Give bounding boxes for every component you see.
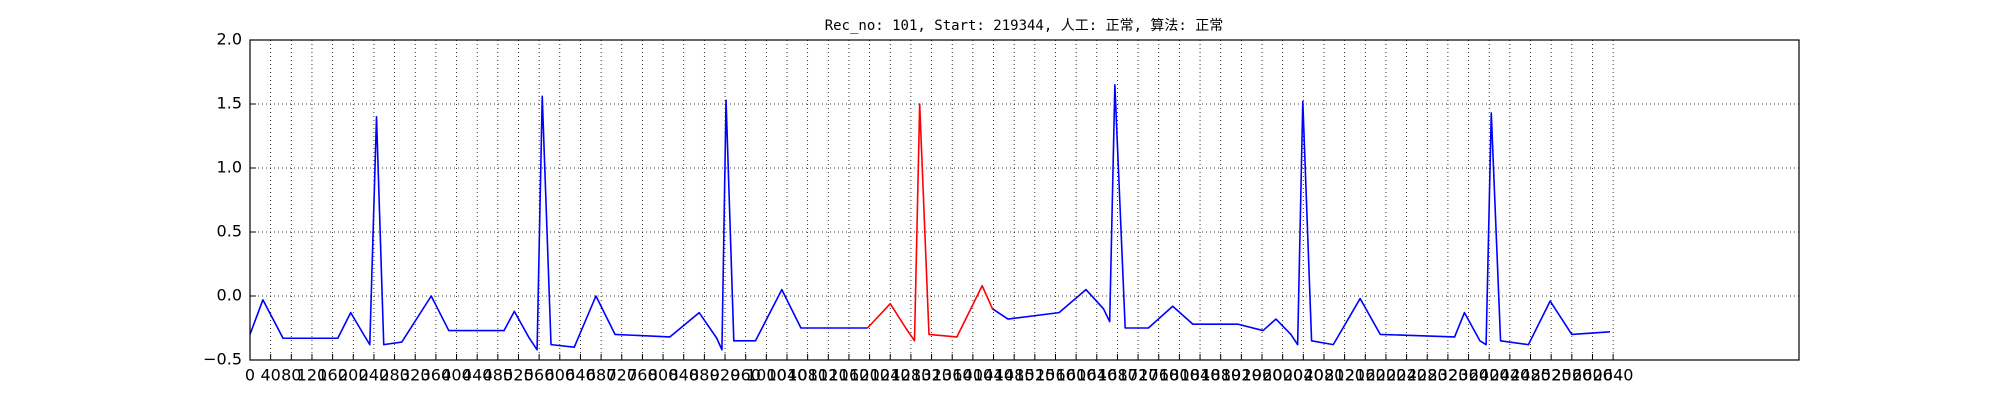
x-tick-label: 2520 bbox=[1531, 366, 1572, 385]
x-tick-label: 2560 bbox=[1551, 366, 1592, 385]
x-tick-label: 1840 bbox=[1180, 366, 1221, 385]
x-tick-label: 360 bbox=[421, 366, 452, 385]
y-tick-label: 0.0 bbox=[217, 286, 242, 305]
x-tick-label: 2160 bbox=[1345, 366, 1386, 385]
chart-title: Rec_no: 101, Start: 219344, 人工: 正常, 算法: … bbox=[825, 18, 1224, 34]
x-tick-label: 2480 bbox=[1510, 366, 1551, 385]
x-tick-label: 1760 bbox=[1138, 366, 1179, 385]
x-tick-label: 2040 bbox=[1283, 366, 1324, 385]
x-tick-label: 1880 bbox=[1200, 366, 1241, 385]
x-tick-label: 1960 bbox=[1242, 366, 1283, 385]
x-tick-label: 1800 bbox=[1159, 366, 1200, 385]
x-tick-label: 1480 bbox=[994, 366, 1035, 385]
x-tick-label: 1440 bbox=[973, 366, 1014, 385]
x-tick-label: 1920 bbox=[1221, 366, 1262, 385]
x-tick-label: 280 bbox=[379, 366, 410, 385]
x-tick-label: 1680 bbox=[1097, 366, 1138, 385]
x-tick-label: 960 bbox=[730, 366, 761, 385]
x-tick-label: 920 bbox=[710, 366, 741, 385]
x-tick-label: 2320 bbox=[1428, 366, 1469, 385]
x-tick-label: 1640 bbox=[1076, 366, 1117, 385]
plot: −0.50.00.51.01.52.00 40 801201602002402803… bbox=[203, 30, 1799, 385]
x-tick-label: 1560 bbox=[1035, 366, 1076, 385]
x-tick-label: 1160 bbox=[829, 366, 870, 385]
x-tick-label: 1600 bbox=[1056, 366, 1097, 385]
x-tick-label: 120 bbox=[297, 366, 328, 385]
x-tick-label: 1320 bbox=[911, 366, 952, 385]
x-tick-label: 320 bbox=[400, 366, 431, 385]
x-tick-label: 1120 bbox=[808, 366, 849, 385]
x-tick-label: 2120 bbox=[1324, 366, 1365, 385]
x-tick-label: 1080 bbox=[787, 366, 828, 385]
x-tick-label: 1720 bbox=[1118, 366, 1159, 385]
ecg-line bbox=[249, 84, 1611, 351]
x-tick-label: 1280 bbox=[891, 366, 932, 385]
x-tick-label: 520 bbox=[503, 366, 534, 385]
plot-frame bbox=[249, 39, 1800, 361]
x-tick-label: 800 bbox=[648, 366, 679, 385]
ecg-line bbox=[866, 103, 994, 342]
x-tick-label: 720 bbox=[606, 366, 637, 385]
x-tick-label: 1520 bbox=[1014, 366, 1055, 385]
x-tick-label: 200 bbox=[338, 366, 369, 385]
x-tick-label: 2280 bbox=[1407, 366, 1448, 385]
y-tick-label: 1.5 bbox=[217, 94, 242, 113]
y-tick-label: 2.0 bbox=[217, 30, 242, 49]
x-tick-label: 240 bbox=[359, 366, 390, 385]
x-tick-label: 480 bbox=[483, 366, 514, 385]
x-tick-label: 2080 bbox=[1304, 366, 1345, 385]
x-tick-label: 80 bbox=[281, 366, 301, 385]
x-tick-label: 640 bbox=[565, 366, 596, 385]
x-tick-label: 0 bbox=[245, 366, 255, 385]
x-tick-label: 40 bbox=[260, 366, 280, 385]
y-tick-label: 1.0 bbox=[217, 158, 242, 177]
x-tick-label: 400 bbox=[441, 366, 472, 385]
x-tick-label: 2440 bbox=[1489, 366, 1530, 385]
x-tick-label: 2240 bbox=[1386, 366, 1427, 385]
x-tick-label: 760 bbox=[627, 366, 658, 385]
x-tick-label: 1240 bbox=[870, 366, 911, 385]
x-tick-label: 1400 bbox=[953, 366, 994, 385]
y-tick-label: 0.5 bbox=[217, 222, 242, 241]
x-tick-label: 1000 bbox=[746, 366, 787, 385]
x-tick-label: 1360 bbox=[932, 366, 973, 385]
x-tick-label: 560 bbox=[524, 366, 555, 385]
x-tick-label: 2360 bbox=[1448, 366, 1489, 385]
x-tick-label: 2640 bbox=[1593, 366, 1634, 385]
x-tick-label: 880 bbox=[689, 366, 720, 385]
x-tick-label: 1040 bbox=[767, 366, 808, 385]
x-tick-label: 440 bbox=[462, 366, 493, 385]
x-tick-label: 600 bbox=[545, 366, 576, 385]
x-tick-label: 2000 bbox=[1262, 366, 1303, 385]
x-tick-label: 680 bbox=[586, 366, 617, 385]
x-tick-label: 840 bbox=[668, 366, 699, 385]
x-tick-label: 2600 bbox=[1572, 366, 1613, 385]
x-tick-label: 1200 bbox=[849, 366, 890, 385]
y-tick-label: −0.5 bbox=[203, 350, 242, 369]
x-tick-label: 2400 bbox=[1469, 366, 1510, 385]
x-tick-label: 2200 bbox=[1366, 366, 1407, 385]
x-tick-label: 160 bbox=[317, 366, 348, 385]
